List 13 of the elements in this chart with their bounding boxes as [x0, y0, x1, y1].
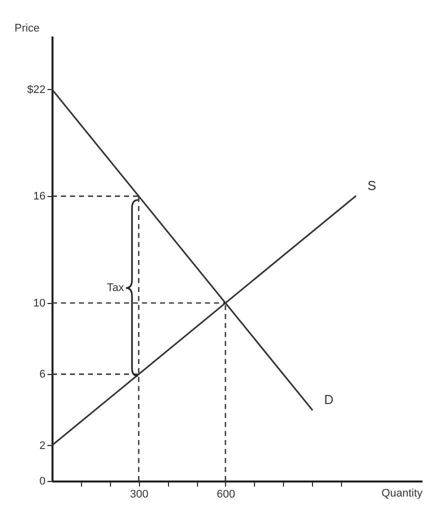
- x-axis-title: Quantity: [382, 488, 423, 500]
- y-tick-label: 0: [39, 476, 46, 488]
- annotation: Tax: [106, 282, 124, 294]
- x-tick-label: 600: [216, 488, 236, 500]
- y-tick-label: 2: [39, 440, 46, 452]
- y-tick-label: 10: [33, 298, 46, 310]
- y-tick-label: $22: [27, 84, 46, 96]
- series-label: S: [368, 178, 377, 194]
- y-tick-label: 16: [33, 190, 46, 203]
- y-axis-title: Price: [14, 22, 40, 34]
- x-tick-label: 300: [130, 488, 148, 500]
- series-label: D: [324, 392, 334, 407]
- y-tick-label: 6: [39, 368, 46, 381]
